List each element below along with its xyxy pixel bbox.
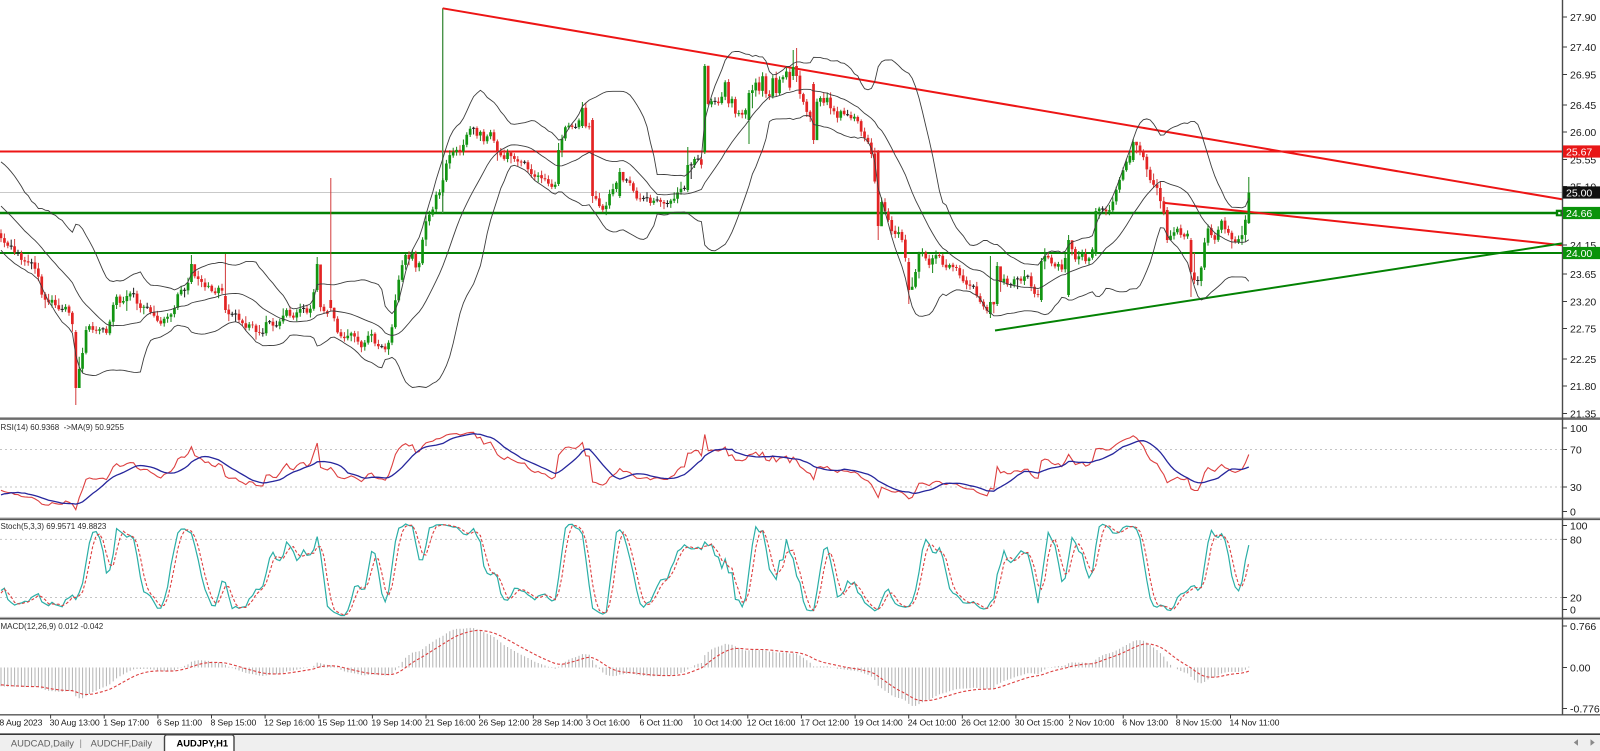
svg-text:28 Aug 2023: 28 Aug 2023 bbox=[0, 718, 43, 728]
svg-text:26.45: 26.45 bbox=[1570, 100, 1596, 112]
svg-text:0.766: 0.766 bbox=[1570, 621, 1596, 633]
svg-text:10 Oct 14:00: 10 Oct 14:00 bbox=[693, 718, 742, 728]
svg-text:23.20: 23.20 bbox=[1570, 297, 1596, 309]
svg-text:17 Oct 12:00: 17 Oct 12:00 bbox=[800, 718, 849, 728]
svg-text:20: 20 bbox=[1570, 593, 1582, 605]
svg-text:AUDCAD,Daily: AUDCAD,Daily bbox=[11, 738, 74, 749]
svg-text:21 Sep 16:00: 21 Sep 16:00 bbox=[425, 718, 476, 728]
svg-text:19 Oct 14:00: 19 Oct 14:00 bbox=[854, 718, 903, 728]
svg-text:0: 0 bbox=[1570, 605, 1576, 617]
svg-text:AUDCHF,Daily: AUDCHF,Daily bbox=[91, 738, 153, 749]
svg-text:24 Oct 10:00: 24 Oct 10:00 bbox=[908, 718, 957, 728]
svg-text:19 Sep 14:00: 19 Sep 14:00 bbox=[371, 718, 422, 728]
svg-text:21.80: 21.80 bbox=[1570, 381, 1596, 393]
svg-text:25.67: 25.67 bbox=[1566, 147, 1592, 159]
svg-text:15 Sep 11:00: 15 Sep 11:00 bbox=[318, 718, 368, 728]
svg-text:6 Sep 11:00: 6 Sep 11:00 bbox=[157, 718, 202, 728]
svg-text:3 Oct 16:00: 3 Oct 16:00 bbox=[586, 718, 630, 728]
svg-text:28 Sep 14:00: 28 Sep 14:00 bbox=[532, 718, 583, 728]
svg-text:22.75: 22.75 bbox=[1570, 324, 1596, 336]
svg-text:MACD(12,26,9) 0.012 -0.042: MACD(12,26,9) 0.012 -0.042 bbox=[1, 622, 104, 631]
svg-text:AUDJPY,H1: AUDJPY,H1 bbox=[177, 738, 229, 749]
svg-text:Stoch(5,3,3) 69.9571 49.8823: Stoch(5,3,3) 69.9571 49.8823 bbox=[1, 522, 107, 531]
svg-text:23.65: 23.65 bbox=[1570, 269, 1596, 281]
svg-text:80: 80 bbox=[1570, 534, 1582, 546]
svg-text:-0.776: -0.776 bbox=[1570, 704, 1600, 716]
svg-text:26.00: 26.00 bbox=[1570, 127, 1596, 139]
svg-text:12 Oct 16:00: 12 Oct 16:00 bbox=[747, 718, 796, 728]
svg-text:24.00: 24.00 bbox=[1566, 248, 1592, 260]
svg-text:25.00: 25.00 bbox=[1566, 188, 1592, 200]
svg-text:100: 100 bbox=[1570, 521, 1588, 533]
svg-text:12 Sep 16:00: 12 Sep 16:00 bbox=[264, 718, 315, 728]
svg-text:6 Nov 13:00: 6 Nov 13:00 bbox=[1122, 718, 1168, 728]
svg-text:70: 70 bbox=[1570, 445, 1582, 457]
svg-text:8 Sep 15:00: 8 Sep 15:00 bbox=[211, 718, 257, 728]
svg-text:26.95: 26.95 bbox=[1570, 70, 1596, 82]
svg-text:2 Nov 10:00: 2 Nov 10:00 bbox=[1069, 718, 1115, 728]
svg-text:30 Aug 13:00: 30 Aug 13:00 bbox=[50, 718, 100, 728]
svg-text:|: | bbox=[80, 737, 82, 748]
svg-text:6 Oct 11:00: 6 Oct 11:00 bbox=[640, 718, 683, 728]
svg-text:14 Nov 11:00: 14 Nov 11:00 bbox=[1230, 718, 1280, 728]
svg-text:26 Oct 12:00: 26 Oct 12:00 bbox=[961, 718, 1010, 728]
svg-text:22.25: 22.25 bbox=[1570, 354, 1596, 366]
svg-text:30: 30 bbox=[1570, 482, 1582, 494]
svg-text:21.35: 21.35 bbox=[1570, 409, 1596, 421]
svg-text:26 Sep 12:00: 26 Sep 12:00 bbox=[479, 718, 530, 728]
svg-text:1 Sep 17:00: 1 Sep 17:00 bbox=[103, 718, 149, 728]
svg-text:8 Nov 15:00: 8 Nov 15:00 bbox=[1176, 718, 1222, 728]
svg-text:0: 0 bbox=[1570, 507, 1576, 519]
svg-text:30 Oct 15:00: 30 Oct 15:00 bbox=[1015, 718, 1064, 728]
svg-text:24.66: 24.66 bbox=[1566, 208, 1592, 220]
svg-text:27.40: 27.40 bbox=[1570, 42, 1596, 54]
svg-text:RSI(14) 60.9368 ->MA(9) 50.92: RSI(14) 60.9368 ->MA(9) 50.9255 bbox=[1, 423, 125, 432]
svg-text:0.00: 0.00 bbox=[1570, 663, 1591, 675]
svg-text:100: 100 bbox=[1570, 423, 1588, 435]
svg-text:27.90: 27.90 bbox=[1570, 12, 1596, 24]
